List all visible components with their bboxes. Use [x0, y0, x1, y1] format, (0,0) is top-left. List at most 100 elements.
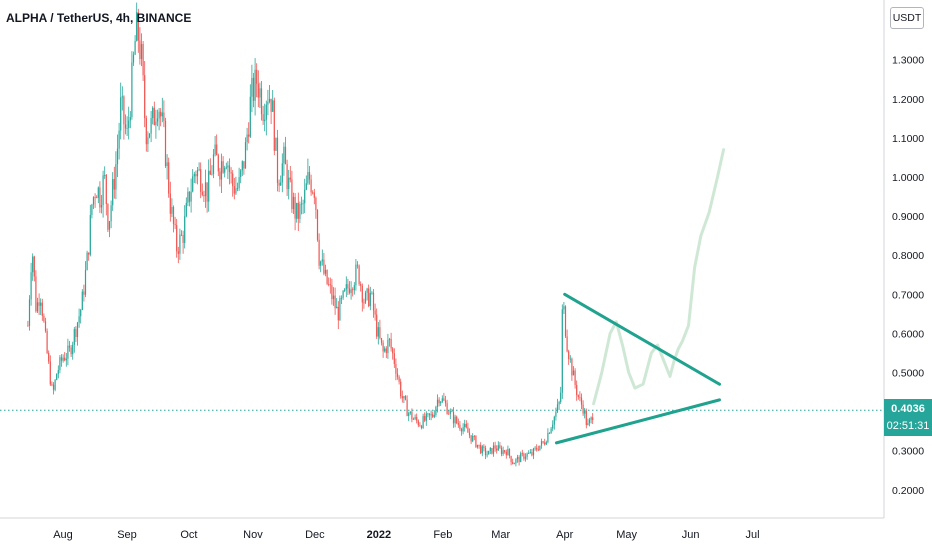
candle-body: [294, 196, 296, 219]
candle-body: [86, 252, 88, 271]
candle-body: [267, 101, 269, 105]
candle-body: [585, 410, 587, 426]
candle-body: [404, 396, 407, 400]
candle-body: [204, 182, 207, 197]
candle-body: [568, 351, 570, 360]
candle-body: [28, 299, 31, 326]
currency-unit-button[interactable]: USDT: [890, 7, 924, 29]
candle-body: [147, 137, 149, 145]
x-tick-label: 2022: [367, 529, 391, 541]
candle-body: [579, 396, 581, 398]
candle-body: [129, 117, 131, 121]
candle-body: [270, 98, 272, 112]
candle-body: [520, 453, 522, 463]
candle-body: [484, 448, 487, 456]
candle-body: [563, 306, 565, 310]
candle-body: [292, 196, 295, 210]
projection-path[interactable]: [592, 148, 726, 406]
candle-body: [302, 203, 304, 205]
candle-body: [307, 172, 309, 184]
candle-body: [364, 292, 367, 303]
candle-body: [424, 416, 426, 421]
candle-body: [185, 202, 187, 217]
candle-body: [94, 197, 96, 198]
candle-body: [145, 118, 147, 145]
y-tick-label: 0.9000: [892, 211, 924, 223]
candle-body: [51, 384, 53, 386]
candle-body: [209, 170, 211, 175]
candle-body: [390, 338, 392, 349]
candle-body: [73, 329, 75, 345]
candle-body: [252, 77, 255, 101]
candle-body: [566, 336, 568, 352]
resistance-trendline[interactable]: [563, 292, 722, 386]
candle-body: [401, 396, 403, 399]
candle-body: [168, 162, 170, 194]
candle-body: [227, 165, 229, 168]
candle-body: [246, 134, 248, 143]
support-trendline[interactable]: [554, 398, 722, 445]
candle-body: [446, 403, 448, 414]
price-axis[interactable]: 1.3000 1.2000 1.1000 1.0000 0.9000 0.8000 0.70…: [892, 55, 924, 497]
candle-body: [582, 404, 584, 414]
candle-body: [468, 432, 471, 436]
candle-body: [192, 176, 194, 192]
candle-body: [540, 441, 543, 446]
candle-body: [380, 338, 383, 343]
candle-body: [577, 395, 579, 397]
time-axis[interactable]: Aug Sep Oct Nov Dec 2022 Feb Mar Apr May Jun Jul: [53, 529, 759, 541]
candle-body: [318, 239, 320, 266]
candle-body: [228, 165, 231, 173]
candle-body: [403, 396, 405, 399]
candle-body: [395, 364, 397, 374]
candle-body: [280, 182, 282, 186]
candle-body: [283, 146, 285, 164]
candle-body: [531, 452, 533, 456]
candle-body: [56, 373, 58, 380]
candle-body: [507, 448, 509, 456]
candle-body: [264, 119, 266, 122]
candle-body: [289, 177, 291, 180]
candle-body: [225, 167, 227, 169]
candle-body: [40, 302, 42, 306]
candle-body: [244, 142, 247, 169]
candle-body: [547, 432, 549, 443]
candle-body: [516, 456, 519, 460]
candle-body: [275, 137, 277, 151]
candle-body: [216, 144, 218, 156]
candle-body: [499, 445, 501, 448]
candle-body: [414, 416, 416, 419]
candle-body: [331, 285, 333, 300]
candle-body: [75, 329, 77, 338]
candle-body: [243, 161, 245, 169]
candle-body: [265, 104, 267, 120]
candle-body: [470, 435, 472, 442]
candle-body: [78, 316, 80, 323]
drawing-layer[interactable]: [0, 148, 884, 445]
candle-body: [384, 348, 386, 352]
candle-body: [428, 413, 431, 416]
candle-body: [451, 411, 453, 412]
candle-body: [259, 88, 261, 98]
candle-body: [36, 302, 39, 312]
candle-body: [326, 269, 328, 284]
candle-body: [574, 370, 576, 385]
candle-body: [435, 406, 437, 416]
candle-body: [412, 418, 415, 420]
candle-body: [164, 120, 167, 167]
candle-body: [580, 397, 583, 405]
candle-body: [136, 12, 138, 41]
candle-body: [142, 44, 144, 76]
candle-body: [131, 62, 133, 118]
candle-body: [112, 179, 114, 206]
candle-body: [155, 121, 157, 126]
candle-body: [572, 370, 575, 376]
candle-body: [324, 269, 327, 274]
candle-body: [123, 96, 125, 125]
candle-body: [104, 174, 106, 176]
candle-body: [249, 96, 251, 137]
candle-body: [305, 183, 307, 190]
candle-body: [361, 285, 363, 303]
